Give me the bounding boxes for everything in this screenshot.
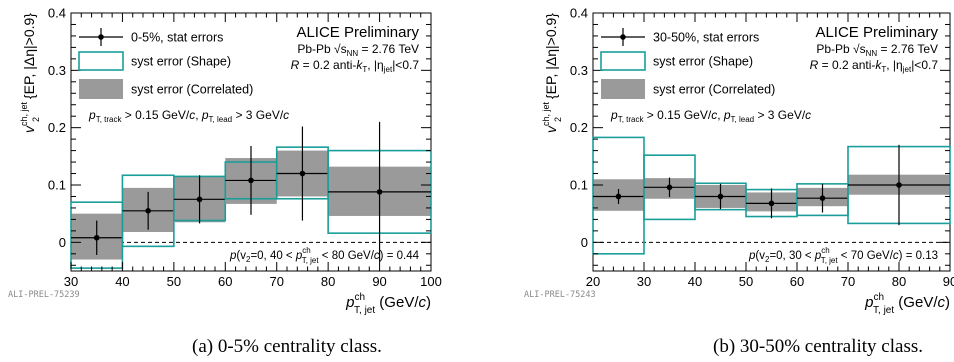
legend: 30-50%, stat errors syst error (Shape) sys… <box>600 28 775 99</box>
figure-caption: (b) 30-50% centrality class. <box>713 336 923 357</box>
experiment-label: ALICE Preliminary <box>296 24 419 41</box>
p-value-label: p(v2=0, 30 < pch T, jet < 70 GeV/c) = 0.1… <box>748 246 938 265</box>
x-tick-label: 100 <box>420 274 442 289</box>
data-point <box>376 189 383 195</box>
legend-label: 30-50%, stat errors <box>653 31 759 45</box>
x-tick-label: 30 <box>637 274 651 289</box>
legend-label: syst error (Correlated) <box>131 83 253 97</box>
x-tick-label: 60 <box>790 274 804 289</box>
experiment-label: ALICE Preliminary <box>815 24 938 41</box>
data-point <box>93 234 100 241</box>
watermark-id: ALI-PREL-75243 <box>524 290 596 300</box>
x-tick-label: 70 <box>269 274 283 289</box>
jet-definition-label: R = 0.2 anti-kT, |ηjet|<0.7 <box>291 58 420 74</box>
y-axis-title: vch, jet 2 {EP, |Δη|>0.9} <box>19 13 41 133</box>
x-tick-label: 20 <box>586 274 600 289</box>
chart-panel-b: 20 30 40 50 60 70 80 90 0 0.1 0.2 0.3 0.4 30-50%, sta… <box>524 6 954 358</box>
x-tick-label: 80 <box>321 274 335 289</box>
data-point <box>615 193 622 200</box>
y-tick-label: 0.2 <box>48 120 66 135</box>
x-tick-label: 50 <box>739 274 753 289</box>
legend-corr-swatch <box>601 79 645 99</box>
x-tick-label: 30 <box>64 274 78 289</box>
x-tick-label: 40 <box>688 274 702 289</box>
y-tick-label: 0.1 <box>570 178 588 193</box>
system-label: Pb-Pb √sNN = 2.76 TeV <box>816 42 938 58</box>
figure-caption: (a) 0-5% centrality class. <box>192 336 382 357</box>
legend: 0-5%, stat errors syst error (Shape) syst … <box>78 28 253 99</box>
legend-shape-swatch <box>78 51 124 71</box>
y-tick-label: 0.4 <box>48 6 66 21</box>
data-point <box>896 182 902 188</box>
y-tick-label: 0 <box>59 235 66 250</box>
data-point <box>248 177 254 184</box>
data-point <box>768 200 775 207</box>
y-tick-label: 0.4 <box>570 6 588 21</box>
x-tick-label: 80 <box>892 274 906 289</box>
x-tick-label: 50 <box>167 274 181 289</box>
y-tick-label: 0.2 <box>570 120 588 135</box>
legend-stat-marker <box>98 34 104 40</box>
legend-label: syst error (Shape) <box>653 55 753 69</box>
watermark-id: ALI-PREL-75239 <box>8 290 80 300</box>
y-tick-label: 0.3 <box>570 63 588 78</box>
track-cuts-label: pT, track > 0.15 GeV/c, pT, lead > 3 GeV… <box>610 108 811 124</box>
x-tick-label: 90 <box>943 274 954 289</box>
y-tick-label: 0 <box>581 235 588 250</box>
p-value-label: p(v2=0, 40 < pch T, jet < 80 GeV/c) = 0.4… <box>229 246 420 265</box>
y-axis-title: vch, jet 2 {EP, |Δη|>0.9} <box>541 13 563 133</box>
data-point <box>717 193 724 200</box>
legend-label: syst error (Shape) <box>131 55 231 69</box>
legend-label: syst error (Correlated) <box>653 83 775 97</box>
y-tick-label: 0.3 <box>48 63 66 78</box>
x-axis-title: pch T, jet (GeV/c) <box>345 292 431 316</box>
track-cuts-label: pT, track > 0.15 GeV/c, pT, lead > 3 GeV… <box>88 108 289 124</box>
x-tick-label: 60 <box>218 274 232 289</box>
data-point <box>196 196 203 203</box>
x-tick-label: 40 <box>115 274 129 289</box>
x-tick-label: 70 <box>841 274 855 289</box>
data-point <box>819 195 826 201</box>
data-point <box>145 208 151 214</box>
legend-shape-swatch <box>600 51 646 71</box>
data-point <box>666 184 673 191</box>
y-axis-title-group: vch, jet 2 {EP, |Δη|>0.9} <box>19 13 41 133</box>
plot-frame <box>70 12 432 272</box>
jet-definition-label: R = 0.2 anti-kT, |ηjet|<0.7 <box>810 58 939 74</box>
legend-stat-marker <box>620 34 626 40</box>
x-tick-label: 90 <box>372 274 386 289</box>
y-axis-title-group: vch, jet 2 {EP, |Δη|>0.9} <box>541 13 563 133</box>
legend-label: 0-5%, stat errors <box>131 31 223 45</box>
legend-corr-swatch <box>79 79 123 99</box>
system-label: Pb-Pb √sNN = 2.76 TeV <box>297 42 419 58</box>
chart-panel-a: 30 40 50 60 70 80 90 100 0 0.1 0.2 0.3 0.4 0-5%, stat… <box>8 6 442 358</box>
x-axis-title: pch T, jet (GeV/c) <box>864 292 950 316</box>
data-point <box>299 170 306 177</box>
y-tick-label: 0.1 <box>48 178 66 193</box>
